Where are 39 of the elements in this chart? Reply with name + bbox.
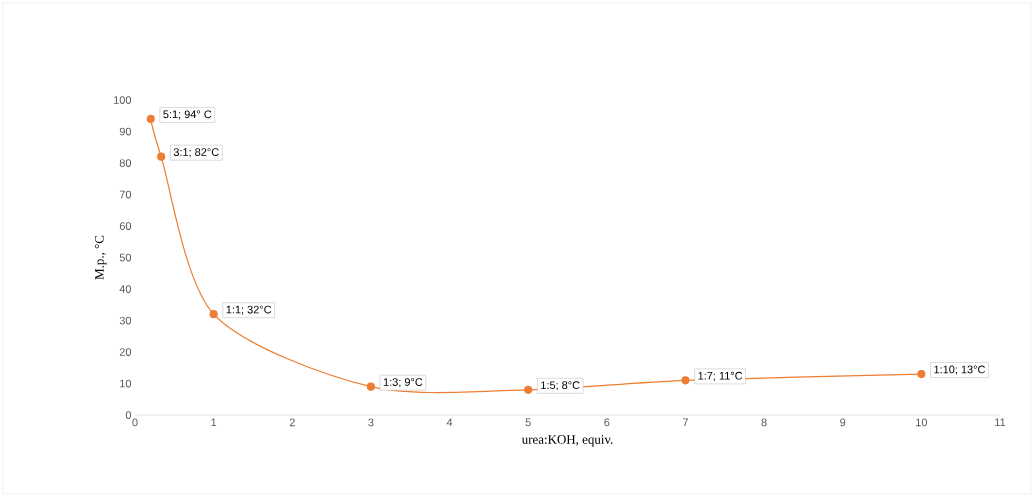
x-tick-label: 7 [682,418,688,427]
y-tick-label: 10 [120,379,132,388]
y-tick-label: 30 [119,316,132,325]
x-tick-label: 5 [525,418,531,427]
annotation: 1:7; 11°C [698,371,743,381]
x-tick-label: 8 [761,418,767,427]
point [366,382,375,391]
x-tick-label: 2 [289,418,295,427]
x-tick-label: 4 [446,418,453,427]
y-axis-title: M.p., °C [94,235,107,280]
x-tick-label: 1 [211,418,217,427]
point [524,385,533,394]
annotation: 1:3; 9°C [383,378,423,388]
y-tick-label: 50 [119,253,132,262]
y-tick-label: 20 [119,348,132,356]
x-tick-label: 3 [368,418,374,427]
x-tick-label: 10 [916,418,928,427]
x-tick-label: 0 [132,418,138,427]
y-tick-label: 0 [125,411,132,419]
annotation: 1:1; 32°C [226,305,272,315]
y-tick-label: 100 [114,96,132,104]
annotation: 5:1; 94° C [163,110,212,120]
annotation: 1:10; 13°C [934,365,986,375]
annotation: 1:5; 8°C [541,381,580,391]
point [209,310,218,319]
y-tick-label: 80 [119,159,132,167]
x-axis-title: urea:KOH, equiv. [521,435,613,447]
x-tick-label: 11 [995,418,1006,427]
point [146,114,155,123]
y-tick-label: 40 [119,285,132,293]
y-tick-label: 70 [119,190,132,199]
x-tick-label: 9 [840,418,846,427]
y-tick-label: 90 [119,127,132,136]
point [681,376,690,385]
y-tick-label: 60 [119,222,132,230]
point [917,369,926,379]
point [157,152,166,161]
annotation: 3:1; 82°C [173,148,219,158]
x-tick-label: 6 [604,418,610,427]
